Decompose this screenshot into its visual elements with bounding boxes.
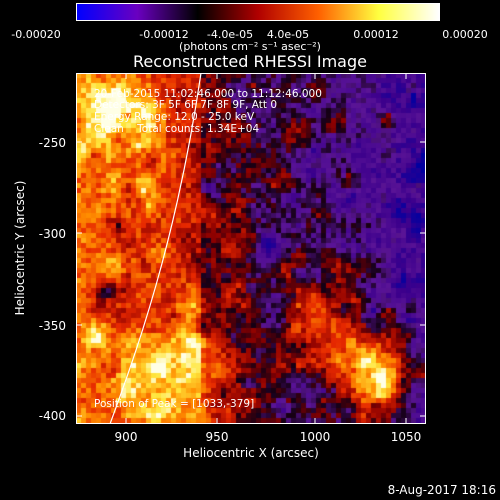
x-tick-label: 950 bbox=[205, 430, 229, 444]
plot-border bbox=[76, 73, 426, 424]
y-tick-label: -250 bbox=[38, 136, 66, 150]
colorbar bbox=[76, 3, 440, 21]
info-method: Clean Total counts: 1.34E+04 bbox=[94, 123, 260, 135]
peak-position-label: Position of Peak = [1033,-379] bbox=[94, 398, 255, 410]
x-axis-title: Heliocentric X (arcsec) bbox=[183, 446, 319, 460]
info-time-range: 20-Feb-2015 11:02:46.000 to 11:12:46.000 bbox=[94, 88, 322, 100]
solar-limb-line bbox=[109, 73, 202, 424]
colorbar-tick: -4.0e-05 bbox=[206, 28, 254, 41]
x-tick-label: 900 bbox=[114, 430, 138, 444]
y-tick-label: -400 bbox=[38, 409, 66, 423]
info-energy-range: Energy Range: 12.0 - 25.0 keV bbox=[94, 111, 255, 123]
colorbar-tick: 0.00020 bbox=[442, 28, 488, 41]
plot-area bbox=[76, 73, 426, 424]
plot-title: Reconstructed RHESSI Image bbox=[133, 52, 367, 71]
y-tick-label: -300 bbox=[38, 227, 66, 241]
colorbar-tick: 0.00012 bbox=[353, 28, 399, 41]
colorbar-tick: -0.00012 bbox=[139, 28, 189, 41]
plot-overlay bbox=[76, 73, 426, 424]
heatmap-image bbox=[76, 73, 426, 424]
colorbar-tick: -0.00020 bbox=[11, 28, 61, 41]
colorbar-tick: 4.0e-05 bbox=[266, 28, 310, 41]
info-detectors: Detectors: 3F 5F 6F 7F 8F 9F, Att 0 bbox=[94, 99, 278, 111]
footer-timestamp: 8-Aug-2017 18:16 bbox=[387, 483, 496, 497]
colorbar-units: (photons cm⁻² s⁻¹ asec⁻²) bbox=[179, 40, 321, 53]
x-tick-label: 1000 bbox=[299, 430, 331, 444]
y-axis-title: Heliocentric Y (arcsec) bbox=[13, 180, 27, 316]
y-tick-label: -350 bbox=[38, 319, 66, 333]
x-tick-label: 1050 bbox=[390, 430, 422, 444]
